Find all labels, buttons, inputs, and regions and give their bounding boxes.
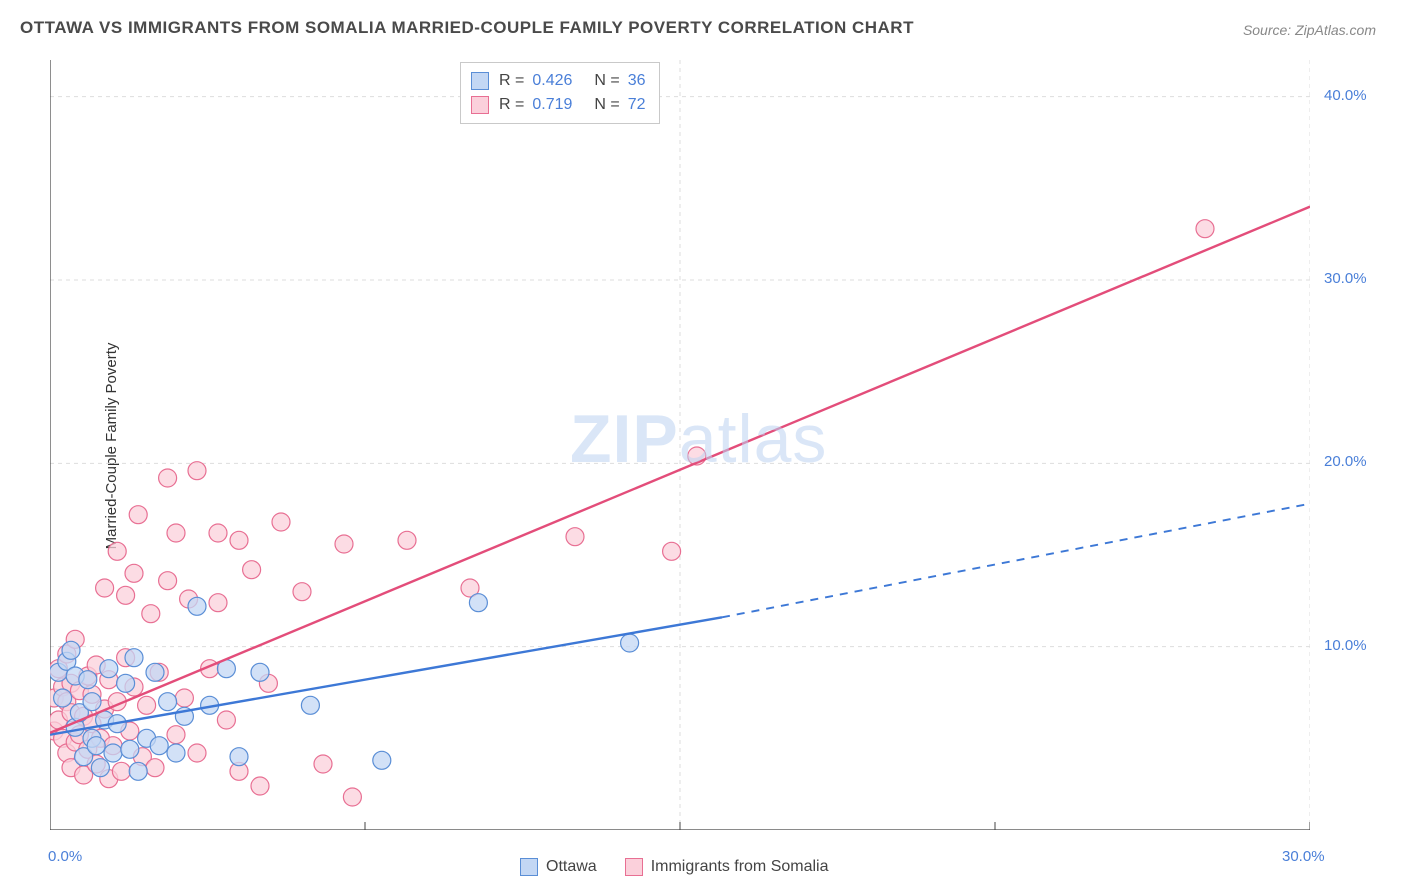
x-tick-label: 30.0%	[1282, 848, 1325, 865]
legend-r-label: R =	[499, 93, 524, 117]
legend-r-value: 0.719	[532, 93, 584, 117]
legend-row: R = 0.426 N = 36	[471, 69, 645, 93]
legend-series-label: Ottawa	[546, 858, 597, 876]
legend-swatch	[471, 96, 489, 114]
legend-swatch	[520, 858, 538, 876]
legend-item: Ottawa	[520, 858, 597, 876]
legend-r-value: 0.426	[532, 69, 584, 93]
legend-swatch	[625, 858, 643, 876]
legend-item: Immigrants from Somalia	[625, 858, 829, 876]
legend-swatch	[471, 72, 489, 90]
x-tick-label: 0.0%	[48, 848, 82, 865]
correlation-legend: R = 0.426 N = 36 R = 0.719 N = 72	[460, 62, 660, 124]
source-label: Source: ZipAtlas.com	[1243, 22, 1376, 38]
y-tick-label: 40.0%	[1324, 87, 1367, 104]
legend-r-label: R =	[499, 69, 524, 93]
y-tick-label: 20.0%	[1324, 453, 1367, 470]
y-tick-label: 10.0%	[1324, 637, 1367, 654]
y-tick-label: 30.0%	[1324, 270, 1367, 287]
legend-n-value: 36	[628, 69, 646, 93]
series-legend: Ottawa Immigrants from Somalia	[520, 858, 829, 876]
legend-n-label: N =	[594, 93, 619, 117]
legend-n-value: 72	[628, 93, 646, 117]
legend-row: R = 0.719 N = 72	[471, 93, 645, 117]
correlation-scatter-plot	[50, 60, 1310, 830]
legend-n-label: N =	[594, 69, 619, 93]
chart-title: OTTAWA VS IMMIGRANTS FROM SOMALIA MARRIE…	[20, 18, 914, 38]
legend-series-label: Immigrants from Somalia	[651, 858, 829, 876]
